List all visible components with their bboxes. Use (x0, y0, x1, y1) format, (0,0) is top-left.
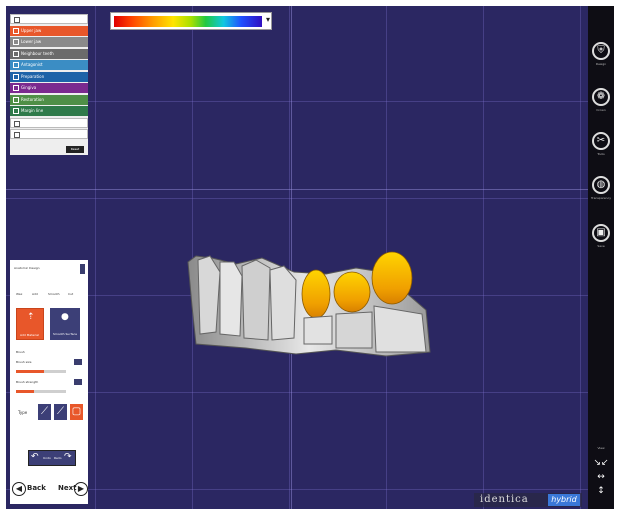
next-arrow-icon[interactable]: ▶ (74, 482, 88, 496)
tooth-model[interactable] (176, 236, 436, 364)
layer-item[interactable]: Upper jaw (10, 25, 88, 36)
layer-checkbox[interactable] (13, 108, 19, 114)
grid-line (6, 189, 588, 190)
layer-item[interactable]: Neighbour teeth (10, 48, 88, 59)
layer-checkbox[interactable] (13, 85, 19, 91)
save-icon[interactable]: ▣ (592, 224, 610, 242)
drop-icon: ● (61, 312, 69, 322)
tab-add[interactable]: Add (32, 292, 38, 296)
tab-smooth[interactable]: Smooth (48, 292, 60, 296)
layer-checkbox[interactable] (14, 120, 20, 127)
rotate-icon[interactable]: ↘↙ (593, 458, 609, 468)
layer-checkbox[interactable] (13, 39, 19, 45)
layer-checkbox[interactable] (13, 73, 19, 80)
layer-item[interactable]: Restoration (10, 94, 88, 105)
zoom-icon[interactable]: ↕ (597, 486, 605, 496)
layer-item[interactable]: Lower jaw (10, 37, 88, 47)
layer-label: Margin line (21, 108, 44, 113)
brush-size-slider[interactable] (16, 370, 66, 373)
color-gradient (114, 16, 262, 27)
redo-icon[interactable]: ↷ (64, 452, 72, 462)
view-label: View (597, 446, 605, 450)
undo-icon[interactable]: ↶ (31, 452, 39, 462)
layer-checkbox[interactable] (13, 96, 19, 103)
restoration-crown (371, 251, 413, 305)
slider-label: Brush size (16, 360, 32, 364)
layer-checkbox[interactable] (13, 62, 19, 68)
design-viewport[interactable]: ▾ Upper jaw Lower jaw Neighbour teeth Antag… (6, 6, 614, 509)
transparency-icon[interactable]: ◍ (592, 176, 610, 194)
toolbar-label: Design (595, 62, 607, 66)
brush-type-2-icon[interactable]: ⟋ (54, 404, 67, 420)
tools-icon[interactable]: ✂ (592, 132, 610, 150)
smooth-surface-button[interactable]: ● Smooth Surface (50, 308, 80, 340)
toolbar-label: Transparency (590, 196, 611, 200)
layer-panel: Upper jaw Lower jaw Neighbour teeth Antagon… (10, 14, 88, 155)
brush-type-1-icon[interactable]: ⟋ (38, 404, 51, 420)
slider-label: Brush strength (16, 380, 39, 384)
layer-label: Gingiva (21, 85, 37, 90)
layer-item[interactable]: Margin line (10, 106, 88, 116)
layer-item[interactable]: Gingiva (10, 83, 88, 93)
right-toolbar: ⛨ Design ❁ Crown ✂ Tools ◍ Transparency ▣ Save Vie… (588, 6, 614, 509)
tooth-design-icon[interactable]: ⛨ (592, 42, 610, 60)
layer-checkbox[interactable] (14, 132, 20, 138)
toolbar-label: Crown (596, 108, 606, 112)
layer-label: Neighbour teeth (21, 50, 54, 56)
panel-header: Anatomic Design (14, 266, 40, 270)
abutment (335, 311, 373, 349)
undo-redo-group: ↶ Undo Redo ↷ (28, 450, 76, 466)
value-box[interactable] (74, 379, 82, 385)
crown-icon[interactable]: ❁ (592, 88, 610, 106)
layer-item[interactable]: Antagonist (10, 60, 88, 70)
brush-strength-slider[interactable] (16, 390, 66, 393)
back-button[interactable]: Back (27, 484, 46, 492)
panel-collapse-button[interactable] (80, 264, 85, 274)
tab-cut[interactable]: Cut (68, 292, 74, 296)
layer-checkbox[interactable] (13, 27, 19, 34)
molar-tooth (197, 255, 221, 335)
layer-item[interactable] (10, 14, 88, 24)
slider-fill (16, 370, 44, 373)
layer-label: Antagonist (21, 62, 43, 67)
color-scale-bar[interactable]: ▾ (110, 12, 272, 30)
restoration-crown (333, 271, 371, 313)
type-label: Type (18, 410, 28, 415)
tab-wax[interactable]: Wax (16, 292, 23, 296)
molar-tooth (241, 259, 271, 341)
value-box[interactable] (74, 359, 82, 365)
abutment (303, 315, 333, 345)
molar-tooth (269, 265, 297, 341)
chevron-down-icon[interactable]: ▾ (265, 15, 270, 24)
pan-icon[interactable]: ↔ (597, 472, 605, 482)
abutment (373, 305, 427, 353)
reset-button[interactable]: Reset (66, 146, 84, 153)
product-logo: identica hybrid (474, 493, 582, 507)
add-material-button[interactable]: ⇡ Add Material (16, 308, 44, 340)
tool-panel: Anatomic Design Wax Add Smooth Cut ⇡ Add… (10, 260, 88, 504)
restoration-crown (301, 269, 331, 319)
brush-type-3-icon[interactable]: ▢ (70, 404, 83, 420)
layer-label: Preparation (21, 73, 45, 79)
back-arrow-icon[interactable]: ◀ (12, 482, 26, 496)
plus-arrow-icon: ⇡ (27, 312, 35, 322)
toolbar-label: Save (597, 244, 605, 248)
section-label: Brush (16, 350, 25, 354)
layer-item[interactable] (10, 117, 88, 128)
next-button[interactable]: Next (58, 484, 77, 492)
layer-label: Lower jaw (21, 39, 42, 44)
slider-fill (16, 390, 34, 393)
molar-tooth (219, 261, 243, 337)
layer-label: Upper jaw (21, 27, 42, 33)
layer-item[interactable] (10, 129, 88, 139)
layer-checkbox[interactable] (13, 50, 19, 57)
toolbar-label: Tools (597, 152, 605, 156)
layer-label: Restoration (21, 96, 44, 102)
layer-item[interactable]: Preparation (10, 71, 88, 82)
layer-checkbox[interactable] (14, 17, 20, 23)
grid-line (291, 6, 292, 509)
